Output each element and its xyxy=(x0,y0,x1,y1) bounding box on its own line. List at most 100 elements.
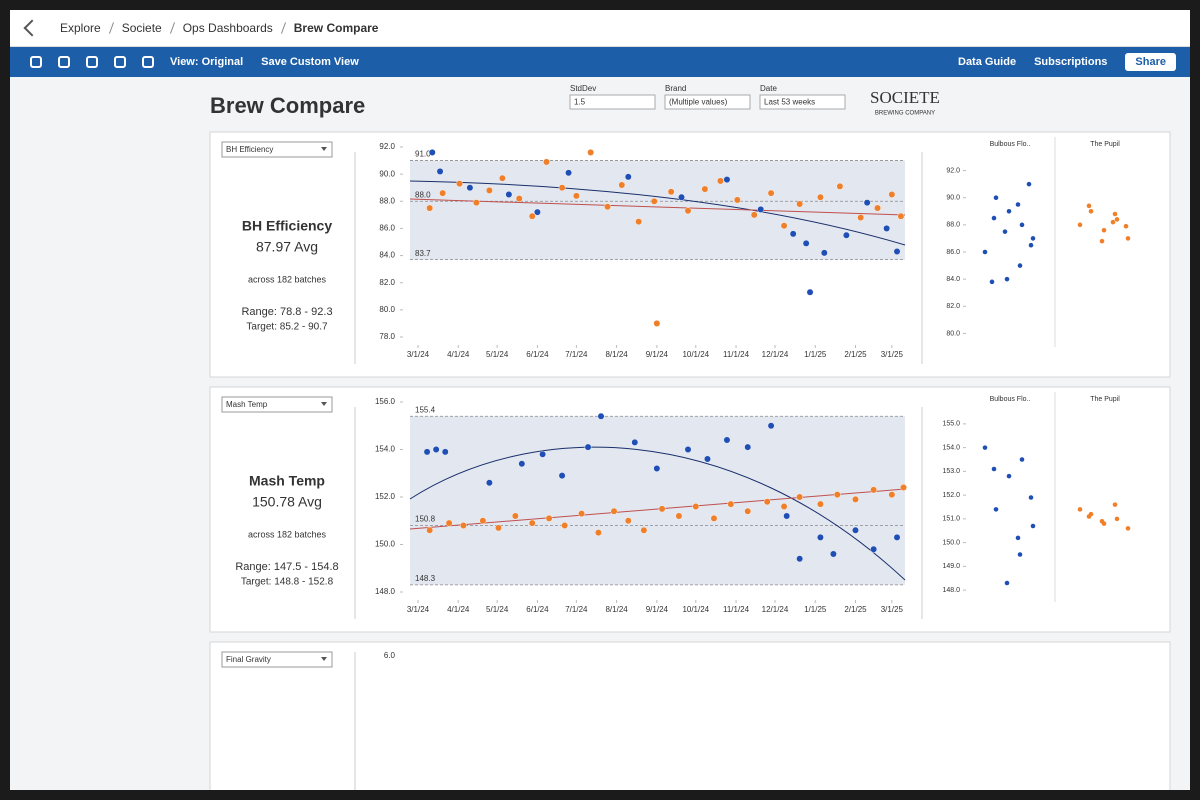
data-point xyxy=(485,479,493,487)
data-point xyxy=(505,191,513,198)
side-point xyxy=(1019,457,1025,462)
y-tick-label: 148.0 xyxy=(375,587,396,596)
dropdown-arrow xyxy=(321,657,327,661)
reference-label: 88.0 xyxy=(415,190,431,199)
x-tick-label: 5/1/24 xyxy=(486,605,509,614)
metric-dropdown-label: Mash Temp xyxy=(226,400,268,409)
redo-icon[interactable] xyxy=(58,56,70,68)
x-tick-label: 11/1/24 xyxy=(723,350,750,359)
data-point xyxy=(717,177,724,185)
save-view-button[interactable]: Save Custom View xyxy=(261,56,359,68)
y-tick-label: 154.0 xyxy=(375,445,396,454)
filter-value: (Multiple values) xyxy=(669,98,728,107)
y-tick-label: 156.0 xyxy=(375,397,396,406)
back-button[interactable] xyxy=(23,19,41,37)
x-tick-label: 9/1/24 xyxy=(646,350,669,359)
data-point xyxy=(423,448,431,456)
side-column-header: Bulbous Flo.. xyxy=(990,396,1031,403)
data-point xyxy=(678,193,685,201)
data-point xyxy=(870,545,878,553)
x-tick-label: 2/1/25 xyxy=(844,605,867,614)
data-point xyxy=(888,491,896,499)
side-point xyxy=(1004,276,1010,282)
filter-box[interactable] xyxy=(759,94,846,110)
reference-label: 91.0 xyxy=(415,150,431,159)
x-tick-label: 4/1/24 xyxy=(447,605,470,614)
side-tick-label: 148.0 xyxy=(942,587,960,594)
refresh-icon[interactable] xyxy=(114,56,126,68)
data-point xyxy=(750,211,758,219)
filter-label: StdDev xyxy=(570,84,596,93)
revert-icon[interactable] xyxy=(86,56,98,68)
x-tick-label: 2/1/25 xyxy=(844,350,867,359)
tv-screen: Explore Societe Ops Dashboards Brew Comp… xyxy=(10,10,1190,790)
data-point xyxy=(780,222,788,230)
data-point xyxy=(796,200,804,208)
undo-icon[interactable] xyxy=(30,56,42,68)
metric-dropdown[interactable] xyxy=(221,651,333,668)
side-tick-label: 82.0 xyxy=(946,303,960,310)
pause-icon[interactable] xyxy=(142,56,154,68)
breadcrumb[interactable]: Explore xyxy=(60,21,101,35)
data-point xyxy=(650,197,658,205)
x-tick-label: 7/1/24 xyxy=(565,350,588,359)
data-point xyxy=(893,248,901,255)
data-point xyxy=(780,503,788,510)
filter-box[interactable] xyxy=(664,94,751,110)
breadcrumb[interactable]: Societe xyxy=(121,21,162,35)
side-tick-label: 154.0 xyxy=(942,444,960,451)
data-point xyxy=(757,206,765,213)
data-point xyxy=(565,169,572,177)
data-point xyxy=(495,524,502,532)
side-point xyxy=(1030,236,1036,241)
data-point xyxy=(830,550,837,558)
data-point xyxy=(445,519,453,527)
share-button[interactable]: Share xyxy=(1125,53,1176,71)
data-point xyxy=(783,512,791,520)
side-point xyxy=(991,466,997,472)
data-point xyxy=(852,495,859,503)
kpi-batches: across 182 batches xyxy=(248,274,327,284)
data-point xyxy=(658,505,666,513)
data-point xyxy=(744,507,752,515)
side-column-header: The Pupil xyxy=(1090,396,1120,403)
data-point xyxy=(763,498,771,506)
side-point xyxy=(993,507,999,512)
side-point xyxy=(1006,473,1012,479)
trend-line xyxy=(409,180,906,246)
data-point xyxy=(584,443,592,451)
data-point xyxy=(595,529,602,537)
side-point xyxy=(1017,263,1023,268)
data-point xyxy=(684,446,692,453)
side-tick-label: 84.0 xyxy=(946,276,960,283)
side-point xyxy=(1028,495,1034,500)
subscriptions-button[interactable]: Subscriptions xyxy=(1034,56,1108,68)
data-point xyxy=(863,199,871,207)
side-point xyxy=(993,195,999,201)
metric-dropdown[interactable] xyxy=(221,396,333,413)
x-tick-label: 11/1/24 xyxy=(723,605,750,614)
side-point xyxy=(1030,523,1036,529)
data-point xyxy=(767,422,775,430)
view-button[interactable]: View: Original xyxy=(170,56,244,68)
y-tick-label: 86.0 xyxy=(379,224,395,233)
x-tick-label: 10/1/24 xyxy=(682,605,709,614)
metric-dropdown[interactable] xyxy=(221,141,333,158)
side-point xyxy=(989,279,995,285)
filter-box[interactable] xyxy=(569,94,656,110)
data-point xyxy=(485,187,493,194)
side-point xyxy=(1015,535,1021,541)
data-point xyxy=(456,180,463,188)
data-point xyxy=(432,446,440,453)
target-band xyxy=(410,160,905,260)
metric-dropdown-label: Final Gravity xyxy=(226,655,271,664)
data-point xyxy=(597,412,605,420)
breadcrumb-current: Brew Compare xyxy=(293,21,379,35)
data-point xyxy=(561,522,569,529)
side-point xyxy=(1017,552,1023,557)
data-guide-button[interactable]: Data Guide xyxy=(958,56,1017,68)
breadcrumb[interactable]: Ops Dashboards xyxy=(182,21,273,35)
data-point xyxy=(701,185,709,193)
dashboard: Brew Compare StdDev 1.5 Brand (Multiple valu… xyxy=(209,84,1171,790)
data-point xyxy=(624,173,632,181)
